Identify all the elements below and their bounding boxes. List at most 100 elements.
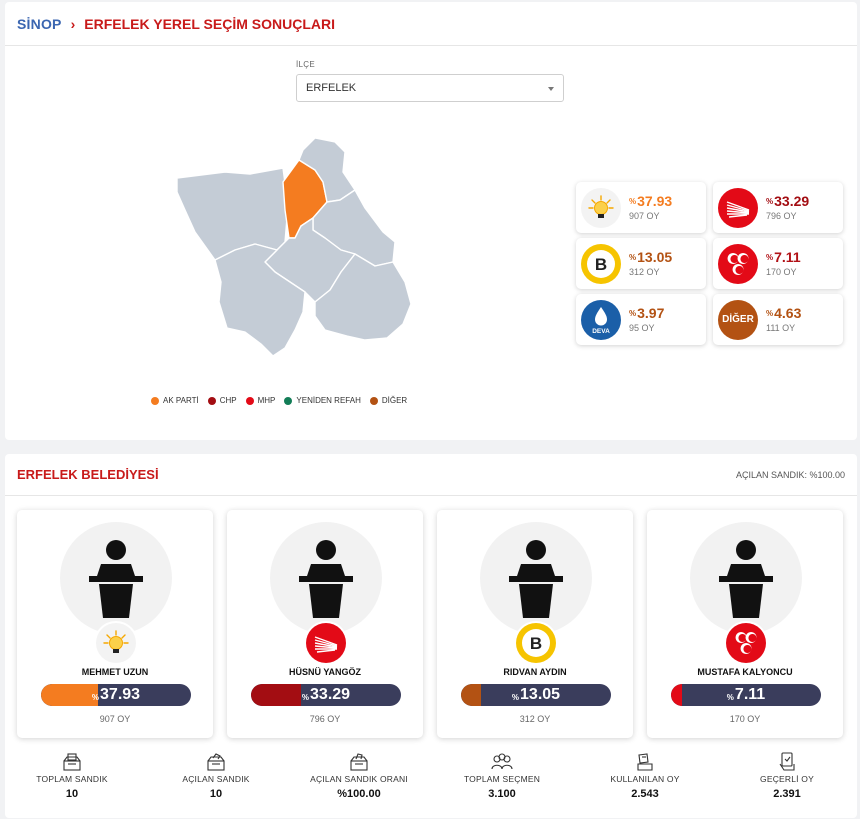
candidate-percent: 33.29 (310, 686, 351, 703)
party-votes: 907 OY (629, 211, 660, 221)
legend-item: DİĞER (369, 396, 407, 405)
stat-value: %100.00 (337, 788, 381, 800)
diger-logo-text: DİĞER (722, 314, 754, 325)
stat-label: TOPLAM SANDIK (36, 774, 108, 784)
district-select-value: ERFELEK (306, 82, 357, 94)
candidate-vote-bar-fill (41, 684, 98, 706)
percent-sign: % (629, 253, 637, 262)
svg-text:B: B (595, 255, 607, 274)
party-card-bbp[interactable]: B % 13.05 312 OY (576, 238, 706, 289)
stat-label: AÇILAN SANDIK ORANI (310, 774, 408, 784)
map-region-north-west[interactable] (176, 167, 289, 261)
candidate-card[interactable]: HÜSNÜ YANGÖZ % 33.29 796 OY (227, 510, 423, 738)
map-region-south-west[interactable] (214, 243, 306, 357)
deva-logo-text: DEVA (592, 328, 610, 335)
stat-opened-ballot-boxes: AÇILAN SANDIK 10 (166, 752, 266, 800)
candidate-name: MUSTAFA KALYONCU (697, 667, 793, 677)
candidate-card[interactable]: MEHMET UZUN % 37.93 907 OY (17, 510, 213, 738)
candidate-card[interactable]: B RIDVAN AYDIN % 13.05 312 OY (437, 510, 633, 738)
party-votes: 95 OY (629, 323, 655, 333)
candidate-percent: 37.93 (100, 686, 141, 703)
stat-value: 3.100 (488, 788, 516, 800)
party-card-mhp[interactable]: % 7.11 170 OY (713, 238, 843, 289)
district-select[interactable]: ERFELEK (296, 74, 564, 102)
ballot-box-ratio-icon (350, 753, 368, 771)
bbp-b-icon: B (516, 623, 556, 663)
candidate-percent: 7.11 (734, 686, 766, 703)
ballot-box-icon (63, 753, 81, 771)
candidate-name: MEHMET UZUN (81, 667, 149, 677)
akparti-bulb-icon (96, 623, 136, 663)
percent-sign: % (766, 309, 774, 318)
percent-sign: % (91, 692, 100, 702)
voters-icon (491, 753, 513, 770)
candidate-votes: 907 OY (99, 714, 131, 724)
stat-label: GEÇERLİ OY (760, 774, 814, 784)
candidate-votes: 312 OY (519, 714, 551, 724)
candidate-placeholder-icon (270, 522, 382, 634)
opened-ballots-ratio: AÇILAN SANDIK: %100.00 (735, 469, 845, 480)
akparti-bulb-icon (581, 187, 621, 228)
candidate-placeholder-icon (60, 522, 172, 634)
party-card-chp[interactable]: % 33.29 796 OY (713, 182, 843, 233)
candidate-percent: 13.05 (520, 686, 561, 703)
candidate-vote-bar: % 33.29 (251, 684, 401, 706)
candidate-placeholder-icon (690, 522, 802, 634)
candidate-name: RIDVAN AYDIN (503, 667, 567, 677)
chp-arrows-icon (718, 187, 758, 228)
legend-item: CHP (207, 396, 237, 405)
stat-votes-cast: KULLANILAN OY 2.543 (595, 752, 695, 800)
breadcrumb: SİNOP › ERFELEK YEREL SEÇİM SONUÇLARI (5, 2, 857, 46)
candidate-vote-bar: % 7.11 (671, 684, 821, 706)
party-card-deva[interactable]: DEVA % 3.97 95 OY (576, 294, 706, 345)
stat-valid-votes: GEÇERLİ OY 2.391 (737, 752, 837, 800)
percent-sign: % (629, 197, 637, 206)
candidate-card[interactable]: MUSTAFA KALYONCU % 7.11 170 OY (647, 510, 843, 738)
party-votes: 170 OY (766, 267, 797, 277)
legend-dot (151, 396, 159, 405)
stat-value: 10 (209, 788, 223, 800)
breadcrumb-city-link[interactable]: SİNOP (17, 15, 62, 32)
bbp-b-icon: B (581, 243, 621, 284)
legend-item: AK PARTİ (151, 396, 199, 405)
results-panel: SİNOP › ERFELEK YEREL SEÇİM SONUÇLARI İL… (5, 2, 857, 440)
legend-label: AK PARTİ (163, 396, 199, 405)
party-percent: 7.11 (774, 249, 801, 265)
party-card-akparti[interactable]: % 37.93 907 OY (576, 182, 706, 233)
district-select-label: İLÇE (296, 60, 315, 69)
percent-sign: % (629, 309, 637, 318)
municipality-header: ERFELEK BELEDİYESİ AÇILAN SANDIK: %100.0… (5, 454, 857, 496)
legend-label: CHP (219, 396, 237, 405)
party-votes: 312 OY (629, 267, 660, 277)
svg-text:B: B (530, 634, 542, 653)
party-percent: 4.63 (774, 305, 802, 321)
legend-dot (245, 396, 254, 405)
mhp-crescents-icon (726, 623, 766, 663)
stat-label: KULLANILAN OY (610, 774, 680, 784)
valid-vote-icon (779, 752, 795, 771)
candidate-vote-bar: % 37.93 (41, 684, 191, 706)
party-percent: 13.05 (637, 249, 673, 265)
candidate-vote-bar-fill (251, 684, 301, 706)
caret-down-icon (548, 87, 554, 91)
candidate-name: HÜSNÜ YANGÖZ (288, 667, 361, 677)
percent-sign: % (766, 197, 774, 206)
stat-value: 10 (65, 788, 79, 800)
stat-value: 2.543 (631, 788, 659, 800)
legend-dot (369, 396, 378, 405)
vote-cast-icon (637, 753, 653, 771)
stat-total-ballot-boxes: TOPLAM SANDIK 10 (22, 752, 122, 800)
legend-label: YENİDEN REFAH (296, 396, 361, 405)
stat-opened-ballot-ratio: AÇILAN SANDIK ORANI %100.00 (309, 752, 409, 800)
page-title: ERFELEK YEREL SEÇİM SONUÇLARI (84, 15, 335, 32)
party-card-diger[interactable]: DİĞER % 4.63 111 OY (713, 294, 843, 345)
diger-icon: DİĞER (718, 299, 758, 340)
legend-dot (207, 396, 216, 405)
mhp-crescents-icon (718, 243, 758, 284)
party-percent: 37.93 (637, 193, 673, 209)
map-legend: AK PARTİ CHP MHP YENİDEN REFAH DİĞER (151, 396, 407, 405)
map-region-south-east[interactable] (314, 253, 412, 341)
party-percent: 33.29 (774, 193, 810, 209)
open-ballot-box-icon (207, 753, 225, 771)
deva-drop-icon: DEVA (581, 299, 621, 340)
